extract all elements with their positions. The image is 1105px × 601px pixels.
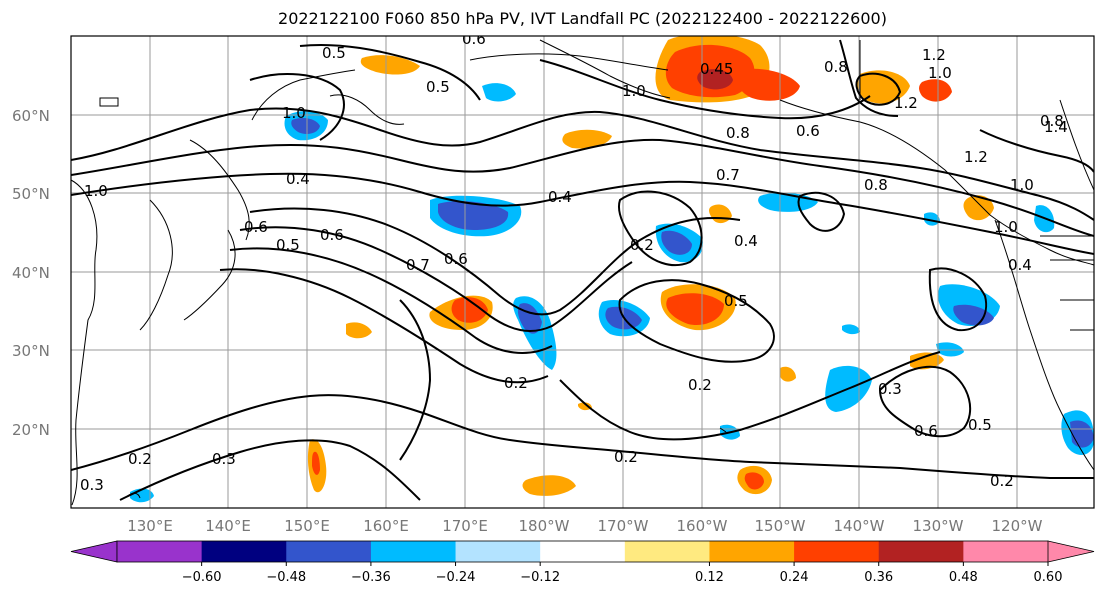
contour-label: 0.2 (128, 450, 152, 468)
contour-label: 0.7 (716, 166, 740, 184)
longitude-labels: 130°E 140°E 150°E 160°E 170°E 180°W 170°… (127, 517, 1042, 535)
colorbar-tick-label: 0.60 (1034, 570, 1063, 585)
colorbar-segment (963, 541, 1049, 562)
lon-label: 140°W (834, 517, 885, 535)
contour-label: 1.2 (964, 148, 988, 166)
contour-label: 0.5 (276, 236, 300, 254)
map-frame (70, 35, 1095, 509)
colorbar-extend-low (70, 540, 118, 563)
colorbar-tick-label: 0.24 (780, 570, 809, 585)
contour-label: 0.3 (80, 476, 104, 494)
contour-label: 0.2 (630, 236, 654, 254)
contour-label: 0.7 (406, 256, 430, 274)
contour-label: 0.4 (548, 188, 572, 206)
lon-label: 170°W (598, 517, 649, 535)
colorbar-frame (116, 540, 1049, 563)
contour-label: 0.45 (700, 60, 733, 78)
contour-label: 0.4 (286, 170, 310, 188)
contour-label: 0.2 (688, 376, 712, 394)
contour-label: 0.6 (444, 250, 468, 268)
lon-label: 150°E (284, 517, 330, 535)
contour-label: 1.0 (84, 182, 108, 200)
latitude-labels: 60°N 50°N 40°N 30°N 20°N (12, 107, 50, 439)
lat-label: 40°N (12, 264, 50, 282)
contour-label: 0.6 (244, 218, 268, 236)
contour-label: 0.5 (968, 416, 992, 434)
shaded-anomalies (130, 36, 1094, 503)
colorbar-segment (201, 541, 287, 562)
contour-label: 0.4 (734, 232, 758, 250)
colorbar-tick-label: −0.12 (520, 570, 560, 585)
lon-label: 120°W (992, 517, 1043, 535)
contour-label: 0.8 (1040, 112, 1064, 130)
contour-label: 0.8 (726, 124, 750, 142)
contour-label: 1.4 (1044, 118, 1068, 136)
colorbar-segment (878, 541, 964, 562)
pv-contours (71, 39, 1094, 501)
colorbar-tick-label: −0.24 (436, 570, 476, 585)
lat-label: 20°N (12, 421, 50, 439)
lon-label: 170°E (442, 517, 488, 535)
contour-label: 0.5 (426, 78, 450, 96)
contour-label: 0.8 (864, 176, 888, 194)
contour-label: 0.2 (614, 448, 638, 466)
contour-label: 0.6 (796, 122, 820, 140)
colorbar-segment (709, 541, 795, 562)
colorbar-segment (370, 541, 457, 562)
contour-label: 0.5 (724, 292, 748, 310)
colorbar-segment (624, 541, 710, 562)
colorbar-tick-label: −0.60 (182, 570, 222, 585)
colorbar: −0.60 −0.48 −0.36 −0.24 −0.12 0.12 0.24 0.36 0.4… (70, 540, 1095, 585)
colorbar-extend-high (1047, 540, 1095, 563)
lon-label: 140°E (205, 517, 251, 535)
colorbar-tick-label: 0.48 (949, 570, 978, 585)
contour-labels: 0.5 0.5 0.6 1.0 0.8 0.45 1.2 1.0 0.8 1.2… (80, 30, 1068, 494)
contour-label: 1.0 (994, 218, 1018, 236)
contour-label: 0.6 (320, 226, 344, 244)
contour-label: 0.8 (824, 58, 848, 76)
map-title: 2022122100 F060 850 hPa PV, IVT Landfall… (278, 9, 887, 28)
colorbar-segment (794, 541, 880, 562)
colorbar-tick-label: 0.12 (695, 570, 724, 585)
contour-label: 0.5 (322, 44, 346, 62)
contour-label: 1.2 (922, 46, 946, 64)
colorbar-segment (540, 541, 626, 562)
contour-label: 0.6 (914, 422, 938, 440)
contour-label: 0.6 (462, 30, 486, 48)
lon-label: 160°W (677, 517, 728, 535)
lat-label: 60°N (12, 107, 50, 125)
colorbar-tick-label: 0.36 (864, 570, 893, 585)
contour-label: 0.3 (878, 380, 902, 398)
colorbar-segment (117, 541, 203, 562)
map-panel: 0.5 0.5 0.6 1.0 0.8 0.45 1.2 1.0 0.8 1.2… (71, 30, 1094, 508)
contour-label: 0.2 (990, 472, 1014, 490)
contour-label: 1.0 (622, 82, 646, 100)
colorbar-tick-label: −0.36 (351, 570, 391, 585)
contour-label: 1.0 (1010, 176, 1034, 194)
contour-label: 0.2 (504, 374, 528, 392)
contour-label: 1.2 (894, 94, 918, 112)
coastlines (71, 39, 1094, 506)
lon-label: 130°E (127, 517, 173, 535)
contour-label: 1.0 (928, 64, 952, 82)
colorbar-segment (286, 541, 372, 562)
contour-label: 0.4 (1008, 256, 1032, 274)
contour-label: 1.0 (282, 104, 306, 122)
lat-label: 30°N (12, 342, 50, 360)
colorbar-tick-label: −0.48 (266, 570, 306, 585)
lat-label: 50°N (12, 185, 50, 203)
lon-label: 130°W (913, 517, 964, 535)
lon-label: 160°E (363, 517, 409, 535)
colorbar-segment (455, 541, 541, 562)
lon-label: 180°W (519, 517, 570, 535)
contour-label: 0.3 (212, 450, 236, 468)
lon-label: 150°W (755, 517, 806, 535)
